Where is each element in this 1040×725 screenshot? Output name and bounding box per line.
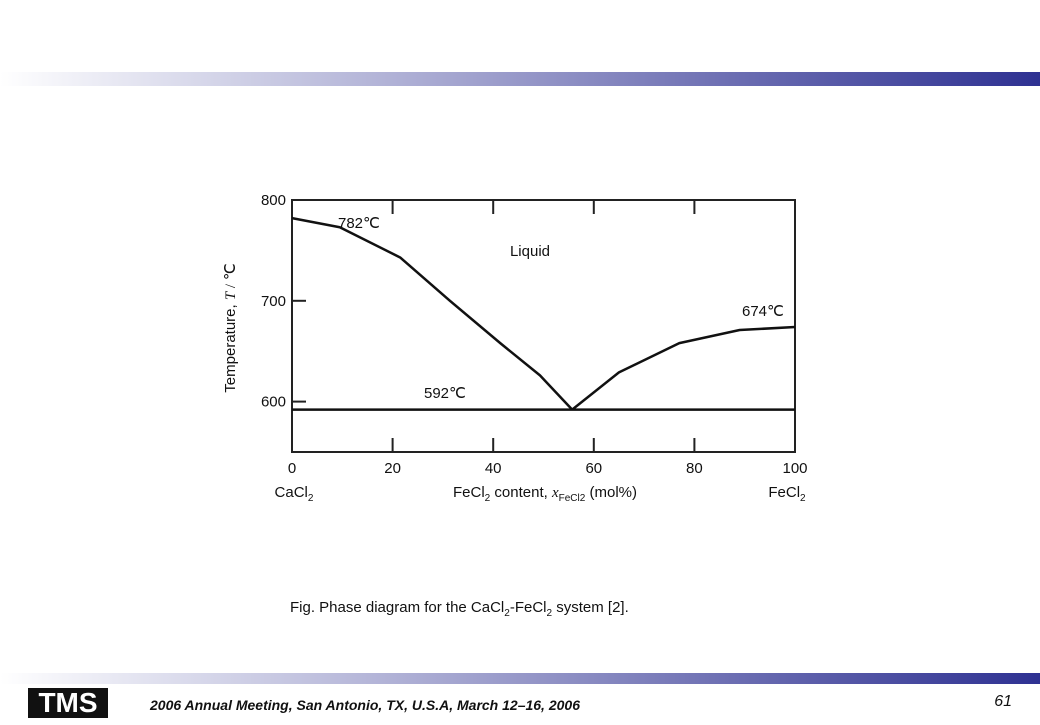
x-tick-label: 80 xyxy=(686,460,703,477)
curve xyxy=(291,216,574,411)
x-tick-label: 20 xyxy=(384,460,401,477)
footer-text: 2006 Annual Meeting, San Antonio, TX, U.… xyxy=(149,697,580,713)
x-tick-label: 60 xyxy=(585,460,602,477)
annotation: Liquid xyxy=(510,243,550,260)
label-part: 2 xyxy=(308,493,314,504)
label-part: 2 xyxy=(485,493,491,504)
caption-part: 2 xyxy=(547,608,553,619)
x-tick-label: 40 xyxy=(485,460,502,477)
x-axis-label: FeCl2 content, xFeCl2 (mol%) xyxy=(453,484,637,504)
page-number: 61 xyxy=(994,693,1012,710)
label-part: content, xyxy=(490,484,552,501)
label-part: 2 xyxy=(800,493,806,504)
label-part: Temperature, xyxy=(222,300,239,393)
label-part: FeCl2 xyxy=(559,493,586,504)
caption-part: 2 xyxy=(504,608,510,619)
y-tick-label: 600 xyxy=(261,394,286,411)
y-axis-label: Temperature, T / ℃ xyxy=(222,263,239,392)
annotation: 674℃ xyxy=(742,303,784,320)
logo-box xyxy=(28,688,108,718)
y-tick-label: 700 xyxy=(261,293,286,310)
caption: Fig. Phase diagram for the CaCl2-FeCl2 s… xyxy=(290,599,629,619)
label-part: CaCl xyxy=(275,484,308,501)
top-banner xyxy=(0,72,1040,86)
annotation: 592℃ xyxy=(424,385,466,402)
label-part: / ℃ xyxy=(223,263,239,292)
x-tick-label: 0 xyxy=(288,460,296,477)
x-right-label: FeCl2 xyxy=(768,484,806,504)
label-part: FeCl xyxy=(768,484,800,501)
label-part: (mol%) xyxy=(585,484,637,501)
annotation: 782℃ xyxy=(338,215,380,232)
label-part: FeCl xyxy=(453,484,485,501)
logo: TMS xyxy=(38,687,97,718)
plot: 0 20 40 60 80 100 600 700 800 xyxy=(261,192,808,477)
plot-frame xyxy=(291,199,796,453)
label-part: T xyxy=(223,290,239,300)
curve xyxy=(571,325,796,411)
caption-part: system [2]. xyxy=(552,599,629,616)
label-part: x xyxy=(551,485,559,501)
caption-part: -FeCl xyxy=(510,599,547,616)
y-tick-label: 800 xyxy=(261,192,286,209)
x-left-label: CaCl2 xyxy=(275,484,314,504)
caption-part: Fig. Phase diagram for the CaCl xyxy=(290,599,504,616)
bottom-banner xyxy=(0,673,1040,684)
x-tick-label: 100 xyxy=(782,460,807,477)
